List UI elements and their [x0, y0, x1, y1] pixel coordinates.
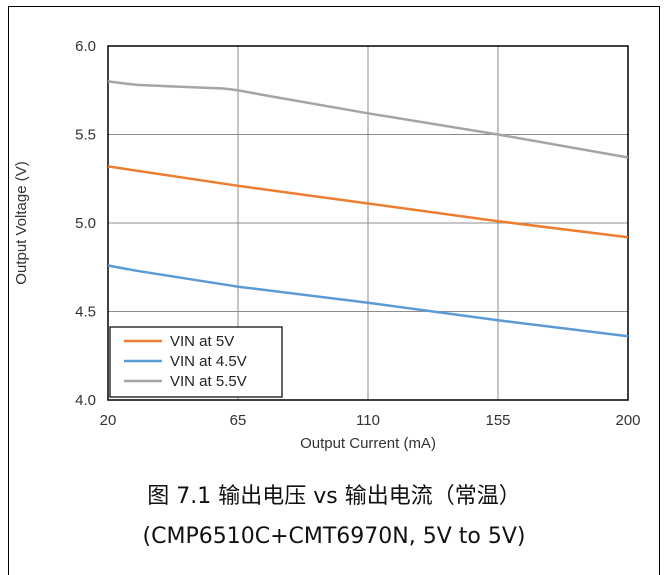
y-tick-label: 4.0: [75, 392, 96, 409]
y-tick-labels: 4.0 4.5 5.0 5.5 6.0: [75, 38, 96, 409]
legend-label: VIN at 4.5V: [170, 353, 247, 370]
y-axis-title: Output Voltage (V): [13, 161, 30, 284]
legend-label: VIN at 5.5V: [170, 373, 247, 390]
y-tick-label: 4.5: [75, 304, 96, 321]
figure-caption-title: 图 7.1 输出电压 vs 输出电流（常温）: [147, 484, 521, 509]
x-tick-labels: 20 65 110 155 200: [100, 412, 641, 429]
x-tick-label: 65: [230, 412, 247, 429]
x-tick-label: 110: [356, 412, 380, 429]
series-group: [107, 80, 629, 338]
legend-label: VIN at 5V: [170, 333, 234, 350]
series-line-1: [107, 264, 629, 338]
y-tick-label: 6.0: [75, 38, 96, 55]
line-chart: 20 65 110 155 200 4.0 4.5 5.0 5.5 6.0 Output Cur…: [13, 38, 641, 452]
x-tick-label: 155: [485, 412, 510, 429]
legend: VIN at 5V VIN at 4.5V VIN at 5.5V: [109, 326, 283, 398]
x-tick-label: 20: [100, 412, 117, 429]
figure-frame: [8, 6, 660, 575]
x-tick-label: 200: [615, 412, 640, 429]
series-line-0: [107, 165, 629, 239]
series-line-2: [107, 80, 629, 159]
figure-caption-subtitle: (CMP6510C+CMT6970N, 5V to 5V): [142, 524, 526, 549]
gridlines: [108, 46, 628, 400]
plot-border: [107, 45, 629, 401]
y-tick-label: 5.5: [75, 127, 96, 144]
y-tick-label: 5.0: [75, 215, 96, 232]
x-axis-title: Output Current (mA): [300, 435, 436, 452]
